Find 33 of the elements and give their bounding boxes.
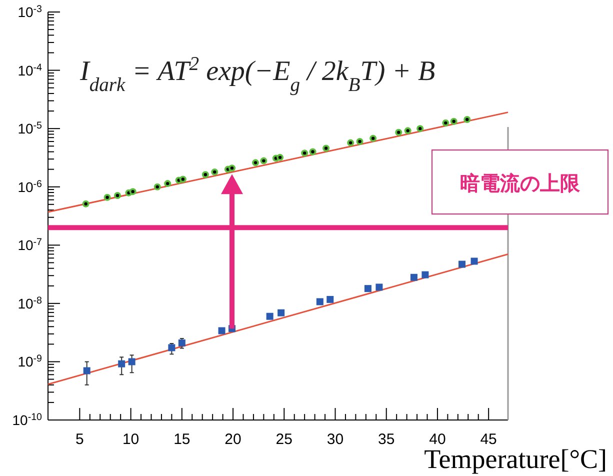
x-tick-label: 20 [224, 431, 242, 448]
y-tick-label: 10$^{-3}$ [18, 4, 43, 20]
point [118, 360, 126, 368]
x-tick-label: 30 [326, 431, 344, 448]
y-tick-label: 10$^{-5}$ [18, 120, 43, 137]
point [422, 271, 429, 278]
point [316, 298, 324, 306]
y-tick-label: 10$^{-7}$ [18, 236, 42, 254]
point [83, 367, 90, 374]
point [178, 339, 186, 346]
ref-line-label: 暗電流の上限 [460, 171, 581, 195]
x-tick-label: 5 [76, 431, 84, 448]
point [128, 358, 136, 366]
point [364, 285, 372, 292]
point [278, 309, 285, 316]
text: I$_{dark}$ = AT$^{2}$ exp(−E$_{g}$ / 2k$_{B}$T) + B [80, 54, 436, 96]
point [218, 327, 226, 334]
x-tick-label: 10 [122, 431, 140, 448]
y-tick-label: 10$^{-10}$ [12, 412, 43, 428]
point [410, 274, 418, 281]
y-tick-label: 10$^{-9}$ [18, 353, 42, 370]
y-tick-label: 10$^{-4}$ [18, 62, 43, 78]
point [326, 296, 334, 303]
y-tick-label: 10$^{-6}$ [18, 178, 43, 195]
point [266, 312, 274, 320]
x-tick-label: 15 [174, 431, 190, 448]
x-tick-label: 25 [276, 431, 292, 448]
point [470, 258, 478, 265]
x-tick-label: 35 [378, 431, 395, 448]
point [376, 284, 383, 291]
y-tick-label: 10$^{-8}$ [18, 294, 43, 312]
point [168, 344, 176, 352]
point [458, 260, 466, 268]
